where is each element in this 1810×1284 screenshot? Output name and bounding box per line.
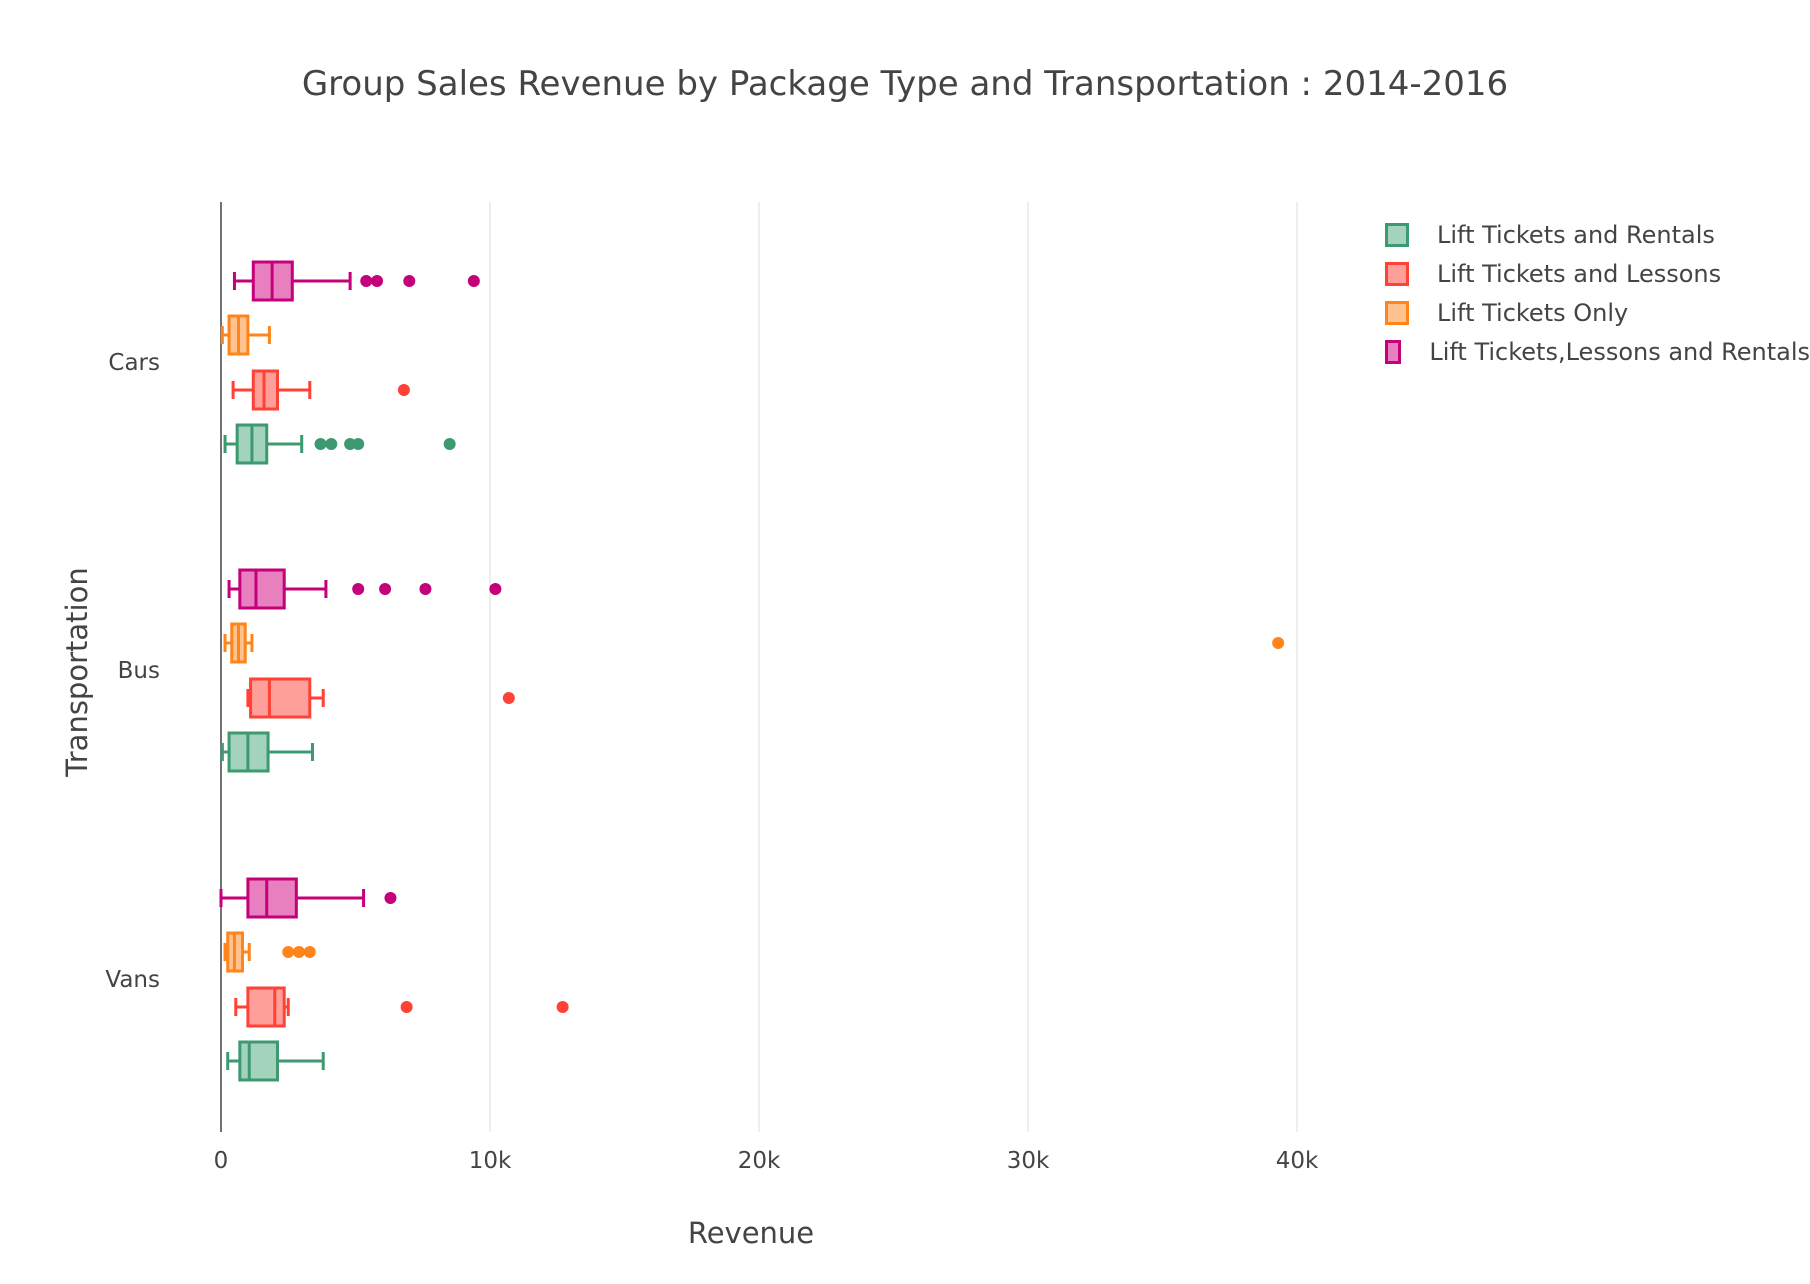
legend-clip: Lift Tickets and Rentals Lift Tickets an… [1385,215,1810,385]
legend-label: Lift Tickets and Lessons [1437,259,1722,288]
outlier-point [282,946,295,958]
y-tick-labels: Cars Bus Vans [105,350,160,993]
outlier-point [303,946,316,958]
outlier-point [403,275,416,287]
x-tick-label: 30k [1007,1148,1050,1174]
outlier-point [371,275,384,287]
y-axis-title: Transportation [60,567,94,777]
box-trace [232,260,480,302]
chart-title: Group Sales Revenue by Package Type and … [301,64,1509,104]
outlier-point [325,438,338,450]
legend-swatch [1385,222,1409,247]
outlier-point [379,583,392,595]
outlier-point [293,946,306,958]
outlier-point [489,583,502,595]
legend-swatch [1385,300,1409,325]
grid-lines [489,202,1298,1132]
box-trace [234,986,569,1028]
legend-item[interactable]: Lift Tickets,Lessons and Rentals [1385,332,1810,371]
legend-label: Lift Tickets and Rentals [1437,220,1715,249]
box-series [219,260,1285,1082]
box-trace [226,1040,325,1082]
x-axis-title: Revenue [687,1216,815,1250]
legend-label: Lift Tickets Only [1437,298,1629,327]
x-tick-labels: 0 10k 20k 30k 40k [214,1148,1319,1174]
box-body [246,877,298,919]
outlier-point [384,892,397,904]
outlier-point [1272,637,1285,649]
x-tick-label: 20k [738,1148,781,1174]
outlier-point [360,275,373,287]
box-trace [246,677,515,719]
legend-item[interactable]: Lift Tickets and Rentals [1385,215,1810,254]
outlier-point [419,583,432,595]
legend-item[interactable]: Lift Tickets Only [1385,293,1810,332]
outlier-point [400,1001,413,1013]
x-tick-label: 0 [214,1148,229,1174]
outlier-point [443,438,456,450]
box-trace [220,314,271,356]
outlier-point [556,1001,569,1013]
y-tick-label: Cars [108,350,160,376]
box-body [238,568,286,610]
outlier-point [352,583,365,595]
x-tick-label: 10k [469,1148,512,1174]
box-series-group [220,423,456,1082]
legend-swatch [1385,339,1402,364]
legend-swatch [1385,261,1409,286]
x-tick-label: 40k [1276,1148,1319,1174]
box-trace [220,731,314,773]
box-trace [223,622,1285,664]
legend-item[interactable]: Lift Tickets and Lessons [1385,254,1810,293]
box-body [238,1040,279,1082]
box-body [246,986,286,1028]
box-trace [223,423,456,465]
box-trace [219,877,397,919]
box-series-group [219,260,502,919]
box-trace [227,568,502,610]
box-series-group [231,369,569,1028]
outlier-point [352,438,365,450]
outlier-point [502,692,515,704]
y-tick-label: Bus [118,658,160,684]
outlier-point [467,275,480,287]
box-series-group [220,314,1285,973]
legend-label: Lift Tickets,Lessons and Rentals [1429,337,1810,366]
y-tick-label: Vans [105,967,160,993]
box-trace [231,369,410,411]
outlier-point [397,384,410,396]
box-trace [223,931,316,973]
outlier-point [314,438,327,450]
box-body [249,677,312,719]
